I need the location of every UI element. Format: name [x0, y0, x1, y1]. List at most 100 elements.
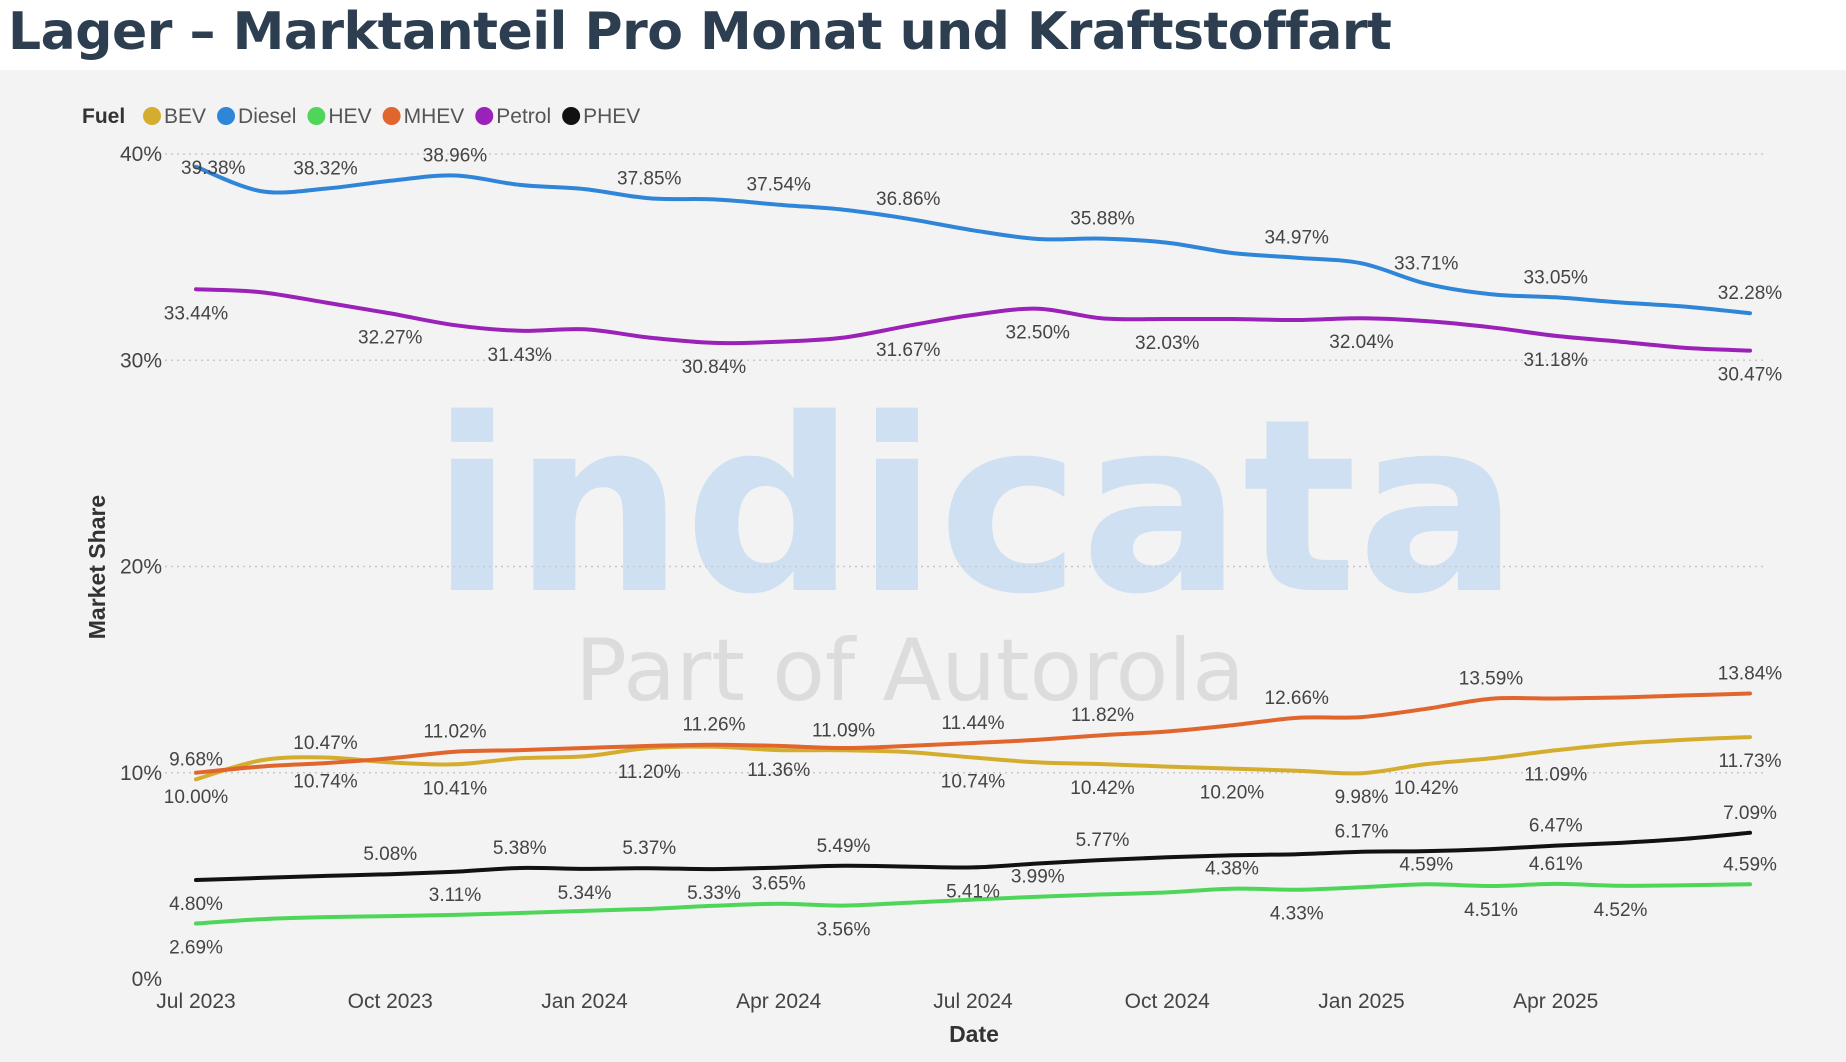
- legend-item-petrol[interactable]: Petrol: [475, 105, 551, 128]
- data-labels: 9.68% 10.74% 10.41% 11.20% 11.09% 10.74% 10.42…: [164, 145, 1783, 958]
- legend-item-phev[interactable]: PHEV: [562, 105, 640, 128]
- watermark: indicata Part of Autorola: [431, 367, 1519, 721]
- data-label-mhev: 10.47%: [293, 733, 358, 754]
- legend-label-bev: BEV: [164, 105, 206, 128]
- legend-title: Fuel: [82, 105, 125, 128]
- x-tick-label: Oct 2024: [1125, 990, 1211, 1013]
- data-label-hev: 3.11%: [429, 885, 482, 906]
- data-label-petrol: 30.84%: [682, 357, 747, 378]
- data-label-diesel: 34.97%: [1265, 228, 1330, 249]
- data-label-petrol: 32.03%: [1135, 333, 1200, 354]
- data-label-phev: 5.38%: [493, 838, 547, 859]
- data-label-bev: 10.74%: [293, 771, 358, 792]
- y-tick-label: 40%: [120, 143, 162, 166]
- series-line-hev: [194, 881, 1752, 926]
- grid-layer: [165, 153, 1765, 774]
- y-axis-title: Market Share: [84, 495, 110, 639]
- y-tick-label: 20%: [120, 556, 162, 579]
- series-line-mhev: [194, 691, 1752, 775]
- data-label-diesel: 37.54%: [747, 175, 812, 196]
- legend-item-hev[interactable]: HEV: [307, 105, 372, 128]
- axes: Date Market Share 0% 10% 20% 30% 40% Jul 2023…: [84, 143, 1598, 1047]
- data-label-phev: 5.33%: [687, 883, 741, 904]
- legend-item-mhev[interactable]: MHEV: [382, 105, 465, 128]
- legend-marker-phev: [562, 107, 581, 125]
- data-label-bev: 11.09%: [1524, 764, 1587, 785]
- series-line-diesel: [194, 164, 1752, 316]
- data-label-diesel: 39.38%: [181, 158, 246, 179]
- legend-label-hev: HEV: [328, 105, 371, 128]
- data-label-phev: 5.77%: [1076, 830, 1130, 851]
- data-label-petrol: 32.04%: [1329, 332, 1394, 353]
- data-label-hev: 4.33%: [1270, 904, 1324, 925]
- data-label-bev: 10.41%: [423, 778, 488, 799]
- watermark-tagline: Part of Autorola: [575, 621, 1245, 721]
- data-label-hev: 3.99%: [1011, 867, 1065, 888]
- x-tick-label: Apr 2024: [736, 990, 822, 1013]
- chart-panel: indicata Part of Autorola Date Market Sh…: [0, 70, 1846, 1062]
- data-label-hev: 4.52%: [1594, 900, 1648, 921]
- data-label-phev: 5.08%: [363, 844, 417, 865]
- data-label-hev: 4.61%: [1529, 854, 1583, 875]
- data-label-mhev: 10.00%: [164, 787, 229, 808]
- data-label-mhev: 12.66%: [1265, 688, 1330, 709]
- data-label-hev: 4.59%: [1723, 854, 1777, 875]
- line-chart: indicata Part of Autorola Date Market Sh…: [82, 105, 1783, 1047]
- legend-item-diesel[interactable]: Diesel: [217, 105, 296, 128]
- data-label-hev: 3.56%: [817, 920, 871, 941]
- y-tick-label: 10%: [120, 762, 162, 785]
- data-label-diesel: 36.86%: [876, 189, 941, 210]
- data-label-diesel: 33.71%: [1394, 254, 1459, 275]
- data-label-hev: 4.59%: [1399, 854, 1453, 875]
- x-tick-label: Jul 2023: [156, 990, 235, 1013]
- series-line-bev: [194, 735, 1752, 782]
- data-label-mhev: 11.36%: [747, 760, 810, 781]
- data-label-mhev: 11.26%: [682, 715, 745, 736]
- data-label-petrol: 31.18%: [1524, 350, 1589, 371]
- data-label-phev: 6.17%: [1335, 822, 1389, 843]
- data-label-mhev: 11.82%: [1071, 705, 1134, 726]
- legend-marker-bev: [143, 107, 161, 125]
- legend-marker-hev: [307, 107, 326, 125]
- data-label-diesel: 32.28%: [1718, 283, 1783, 304]
- legend-label-diesel: Diesel: [238, 105, 296, 128]
- y-tick-label: 0%: [132, 968, 162, 991]
- data-label-diesel: 33.05%: [1524, 267, 1589, 288]
- x-tick-label: Jul 2024: [933, 990, 1013, 1013]
- legend-item-bev[interactable]: BEV: [143, 105, 206, 128]
- data-label-phev: 4.80%: [169, 894, 223, 915]
- series-layer: [194, 164, 1752, 926]
- data-label-mhev: 13.84%: [1718, 664, 1783, 685]
- data-label-petrol: 31.67%: [876, 340, 941, 361]
- series-line-petrol: [194, 287, 1752, 353]
- data-label-diesel: 37.85%: [617, 168, 682, 189]
- data-label-phev: 7.09%: [1723, 803, 1777, 824]
- data-label-diesel: 38.96%: [423, 145, 488, 166]
- x-tick-label: Jan 2025: [1318, 990, 1404, 1013]
- data-label-bev: 11.73%: [1718, 751, 1781, 772]
- data-label-phev: 6.47%: [1529, 816, 1583, 837]
- series-line-phev: [194, 830, 1752, 882]
- data-label-diesel: 35.88%: [1070, 209, 1135, 230]
- data-label-bev: 11.09%: [812, 720, 875, 741]
- data-label-mhev: 11.44%: [941, 713, 1004, 734]
- x-tick-label: Apr 2025: [1513, 990, 1598, 1013]
- data-label-petrol: 31.43%: [488, 345, 553, 366]
- x-tick-label: Oct 2023: [348, 990, 433, 1013]
- data-label-bev: 10.74%: [941, 771, 1006, 792]
- data-label-bev: 11.20%: [618, 762, 681, 783]
- data-label-petrol: 30.47%: [1718, 365, 1783, 386]
- watermark-brand: indicata: [431, 367, 1519, 647]
- x-tick-label: Jan 2024: [541, 990, 628, 1013]
- legend-label-mhev: MHEV: [404, 105, 465, 128]
- x-axis-title: Date: [949, 1021, 999, 1047]
- data-label-hev: 4.38%: [1205, 859, 1259, 880]
- data-label-hev: 4.51%: [1464, 900, 1518, 921]
- page-title: Lager – Marktanteil Pro Monat und Krafts…: [8, 2, 1392, 62]
- data-label-bev: 10.42%: [1070, 778, 1135, 799]
- data-label-diesel: 38.32%: [293, 159, 358, 180]
- data-label-bev: 9.98%: [1335, 787, 1389, 808]
- legend-marker-mhev: [382, 107, 401, 125]
- data-label-hev: 3.65%: [752, 874, 806, 895]
- y-tick-label: 30%: [120, 349, 162, 372]
